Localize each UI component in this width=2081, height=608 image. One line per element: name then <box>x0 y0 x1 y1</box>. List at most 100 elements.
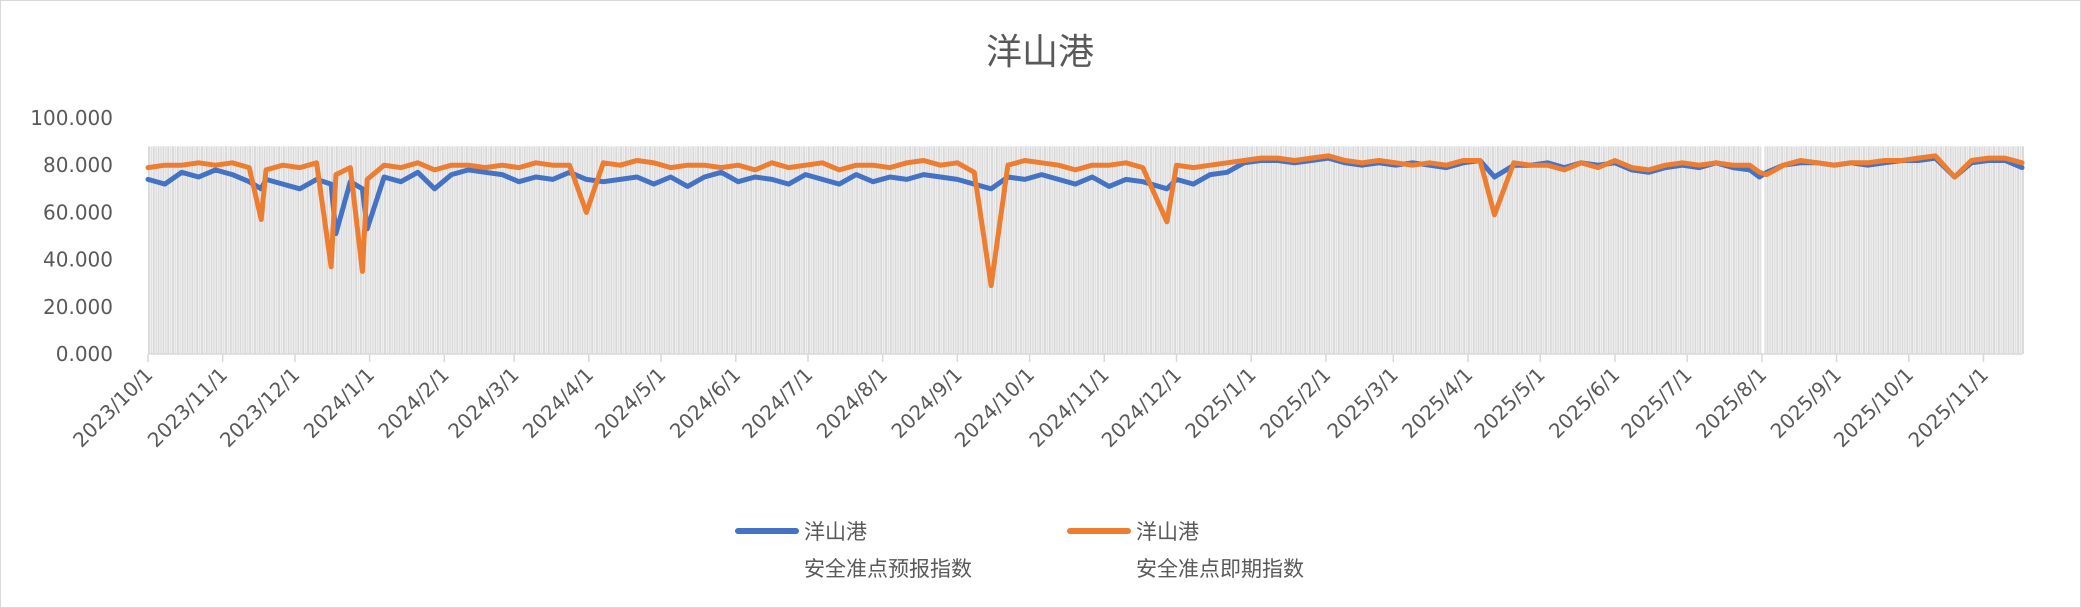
background-column <box>653 146 656 354</box>
background-column <box>1494 146 1497 354</box>
background-column <box>1128 146 1131 354</box>
background-column <box>246 146 249 354</box>
background-column <box>1966 146 1969 354</box>
background-column <box>1157 146 1160 354</box>
background-column <box>1520 146 1523 354</box>
background-column <box>649 146 651 354</box>
y-tick-label: 80.000 <box>43 153 113 177</box>
background-column <box>1744 146 1747 354</box>
x-tick-label: 2025/8/1 <box>1691 363 1771 443</box>
background-column <box>1908 146 1911 354</box>
x-tick-label: 2024/1/1 <box>299 363 379 443</box>
background-column <box>1248 146 1251 354</box>
background-column <box>1952 146 1955 354</box>
background-column <box>1448 146 1451 354</box>
background-column <box>410 146 413 354</box>
background-column <box>1964 146 1967 354</box>
background-column <box>1940 146 1943 354</box>
legend-item-forecast[interactable]: 洋山港 安全准点预报指数 <box>735 520 972 581</box>
background-column <box>969 146 972 354</box>
background-column <box>1641 146 1644 354</box>
background-column <box>169 146 172 354</box>
background-column <box>1692 146 1694 354</box>
background-column <box>504 146 507 354</box>
background-column <box>1304 146 1307 354</box>
background-column <box>629 146 632 354</box>
background-column <box>901 146 904 354</box>
background-column <box>824 146 827 354</box>
background-column <box>1848 146 1851 354</box>
background-column <box>1044 146 1046 354</box>
background-column <box>735 146 738 354</box>
background-column <box>470 146 473 354</box>
background-column <box>2005 146 2008 354</box>
background-column <box>918 146 921 354</box>
background-column <box>1349 146 1352 354</box>
background-column <box>1012 146 1015 354</box>
background-column <box>1711 146 1714 354</box>
background-column <box>2022 146 2024 354</box>
background-column <box>427 146 430 354</box>
background-column <box>1072 146 1075 354</box>
background-column <box>1901 146 1904 354</box>
background-column <box>933 146 936 354</box>
background-column <box>256 146 259 354</box>
background-column <box>923 146 926 354</box>
background-column <box>1882 146 1885 354</box>
background-column <box>468 146 471 354</box>
background-column <box>251 146 254 354</box>
background-column <box>509 146 512 354</box>
background-column <box>1843 146 1846 354</box>
background-column <box>1595 146 1598 354</box>
background-column <box>1846 146 1849 354</box>
background-column <box>675 146 678 354</box>
background-column <box>1651 146 1653 354</box>
background-column <box>1918 146 1921 354</box>
background-column <box>680 146 683 354</box>
background-column <box>506 146 509 354</box>
background-column <box>904 146 907 354</box>
background-column <box>909 146 912 354</box>
background-column <box>1545 146 1547 354</box>
background-column <box>1390 146 1393 354</box>
background-column <box>1253 146 1256 354</box>
background-column <box>950 146 953 354</box>
background-column <box>1017 146 1020 354</box>
background-column <box>150 146 153 354</box>
background-column <box>632 146 635 354</box>
background-column <box>899 146 902 354</box>
background-column <box>851 146 854 354</box>
background-column <box>1631 146 1634 354</box>
background-column <box>321 146 324 354</box>
background-column <box>343 146 346 354</box>
background-column <box>316 146 319 354</box>
background-column <box>1985 146 1988 354</box>
background-column <box>1058 146 1061 354</box>
legend-item-spot[interactable]: 洋山港 安全准点即期指数 <box>1067 520 1304 581</box>
background-column <box>1812 146 1815 354</box>
background-column <box>502 146 504 354</box>
background-column <box>1660 146 1663 354</box>
background-column <box>1077 146 1080 354</box>
background-column <box>921 146 924 354</box>
background-column <box>779 146 781 354</box>
background-column <box>1983 146 1986 354</box>
background-column <box>1889 146 1892 354</box>
background-column <box>1439 146 1441 354</box>
background-column <box>974 146 977 354</box>
background-column <box>1159 146 1162 354</box>
background-column <box>894 146 897 354</box>
background-column <box>400 146 403 354</box>
x-tick-label: 2024/2/1 <box>373 363 453 443</box>
background-column <box>1352 146 1355 354</box>
background-column <box>160 146 162 354</box>
background-column <box>487 146 490 354</box>
background-column <box>1590 146 1593 354</box>
background-column <box>1911 146 1914 354</box>
x-tick-label: 2025/5/1 <box>1469 363 1549 443</box>
background-column <box>184 146 187 354</box>
background-column <box>998 146 1001 354</box>
background-column <box>745 146 748 354</box>
background-column <box>1487 146 1490 354</box>
background-column <box>340 146 343 354</box>
